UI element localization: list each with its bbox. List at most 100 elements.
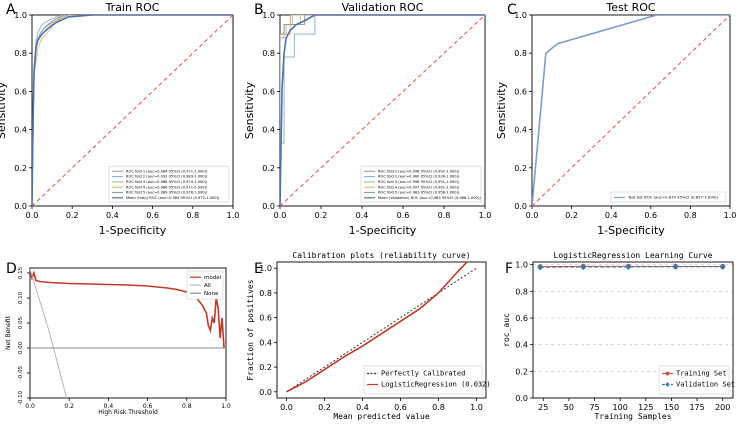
x-tick-label: 0.6 [146, 211, 159, 220]
legend-label: None [204, 291, 219, 297]
x-tick-label: 100 [613, 403, 628, 412]
legend-box [360, 165, 482, 203]
panel-letter: E [254, 261, 263, 277]
y-tick-label: 1.0 [259, 264, 272, 273]
x-axis-label: Mean predicted value [333, 412, 430, 421]
legend-marker [665, 382, 670, 387]
axes-frame [531, 14, 731, 207]
y-tick-label: 0.4 [259, 338, 272, 347]
x-axis-label: Training Samples [594, 412, 671, 421]
y-tick-label: 0.8 [262, 49, 275, 58]
x-tick-label: 75 [589, 403, 599, 412]
y-tick-label: 0.6 [259, 314, 272, 323]
y-tick-label: 0.4 [14, 126, 27, 135]
legend-label: ROC fold 2 (auc=0.992 95%CI (0.983-1.000… [126, 175, 208, 179]
y-tick-label: 0.6 [262, 87, 275, 96]
chart-title: Train ROC [105, 1, 160, 14]
x-tick-label: 0.8 [432, 403, 445, 412]
series-line [280, 15, 485, 206]
x-tick-label: 0.8 [438, 211, 451, 220]
x-tick-label: 1.0 [227, 211, 240, 220]
x-tick-label: 0.2 [66, 211, 79, 220]
legend-box [658, 365, 730, 395]
series-line [286, 262, 468, 393]
x-tick-label: 0.4 [106, 211, 119, 220]
legend-label: ROC fold 5 (auc=0.989 95%CI (0.978-1.000… [126, 191, 208, 195]
data-point [580, 263, 586, 271]
legend-marker [665, 371, 670, 376]
y-tick-label: 0.4 [515, 341, 528, 350]
panel-d: D 0.0 0.2 0.4 0.6 0.8 1.0 -0.10 -0.05 0.00 0.05 0.1… [5, 261, 231, 416]
x-tick-label: 50 [564, 403, 574, 412]
legend-label: Test Set ROC (auc=0.879 95%CI (0.857-1.0… [627, 195, 719, 200]
x-tick-label: 0.2 [318, 403, 331, 412]
x-tick-label: 0.8 [684, 211, 697, 220]
axes-frame [532, 261, 734, 399]
y-axis-label: roc_auc [502, 313, 511, 347]
x-tick-label: 150 [664, 403, 679, 412]
y-tick-label: 0.6 [514, 87, 527, 96]
legend-label: Training Set [676, 370, 727, 378]
legend-label: ROC fold 1 (auc=0.998 95%CI (0.992-1.000… [378, 169, 460, 173]
legend-label: ROC fold 3 (auc=0.998 95%CI (0.991-1.000… [378, 180, 460, 184]
y-tick-label: -0.05 [18, 365, 24, 380]
legend-label: ROC fold 5 (auc=0.983 95%CI (0.958-1.000… [378, 191, 460, 195]
legend: ROC fold 1 (auc=0.984 95%CI (0.971-1.000… [108, 165, 230, 203]
panel-letter: D [6, 261, 17, 277]
plot-area [286, 262, 477, 393]
panel-e: E 0.0 0.2 0.4 0.6 0.8 1.0 0.0 0.2 0.4 0.6 0.8 1.0 Cal… [246, 251, 491, 421]
x-tick-label: 0.2 [315, 211, 328, 220]
series-line [30, 268, 68, 398]
x-tick-label: 0.6 [644, 211, 657, 220]
y-tick-label: 0.2 [515, 367, 528, 376]
x-tick-label: 200 [715, 403, 730, 412]
chart-title: Test ROC [605, 1, 655, 14]
x-axis-label: 1-Specificity [99, 224, 167, 237]
x-tick-label: 1.0 [479, 211, 492, 220]
x-tick-label: 0.2 [565, 211, 578, 220]
x-axis-label: High Risk Threshold [98, 409, 158, 416]
plot-area [532, 15, 730, 206]
y-tick-label: 0.0 [262, 202, 275, 211]
y-tick-label: 0.0 [259, 388, 272, 397]
panel-letter: B [254, 2, 264, 18]
x-tick-label: 0.0 [280, 403, 293, 412]
legend-label: ROC fold 3 (auc=0.988 95%CI (0.974-1.000… [126, 180, 208, 184]
chance-diagonal [531, 14, 731, 207]
legend-label: ROC fold 2 (auc=0.960 95%CI (0.939-1.000… [378, 175, 460, 179]
legend-label: LogisticRegression (0.032) [381, 381, 491, 389]
series-line [532, 15, 730, 206]
legend-label: Mean (validation) ROC (auc=0.983 95%CI (… [378, 196, 481, 200]
x-tick-label: 0.6 [394, 403, 407, 412]
y-tick-label: 0.4 [262, 126, 275, 135]
x-tick-label: 0.6 [143, 403, 153, 410]
data-point [672, 263, 679, 270]
y-axis-label: Sensitivity [495, 81, 508, 139]
series-line [286, 267, 477, 393]
series-line [30, 270, 225, 349]
y-tick-label: 0.00 [18, 341, 24, 354]
legend-box [108, 165, 230, 203]
x-tick-label: 0.8 [186, 211, 199, 220]
y-tick-label: 0.6 [14, 87, 27, 96]
y-tick-label: 0.6 [515, 314, 528, 323]
y-tick-label: 0.0 [514, 202, 527, 211]
x-tick-label: 1.0 [221, 403, 231, 410]
legend-label: Validation Set [676, 381, 735, 389]
panel-b: B 0.0 0.2 0.4 0.6 0.8 1.0 0.0 0.2 0.4 0.6 0.8 1.0 Val… [243, 1, 491, 237]
legend-box [610, 191, 727, 203]
data-point [720, 263, 726, 270]
x-tick-label: 0.4 [356, 403, 369, 412]
y-tick-label: 1.0 [515, 261, 528, 270]
legend-label: ROC fold 4 (auc=0.986 95%CI (0.971-0.999… [126, 185, 208, 189]
chance-diagonal [31, 14, 234, 207]
panel-letter: C [507, 2, 517, 18]
legend: model All None [186, 270, 224, 300]
x-tick-label: 0.0 [25, 403, 35, 410]
y-axis-label: Sensitivity [243, 81, 256, 139]
chance-diagonal [279, 14, 486, 207]
plot-area [32, 15, 233, 206]
y-tick-label: 0.8 [514, 49, 527, 58]
x-axis-label: 1-Specificity [597, 224, 665, 237]
